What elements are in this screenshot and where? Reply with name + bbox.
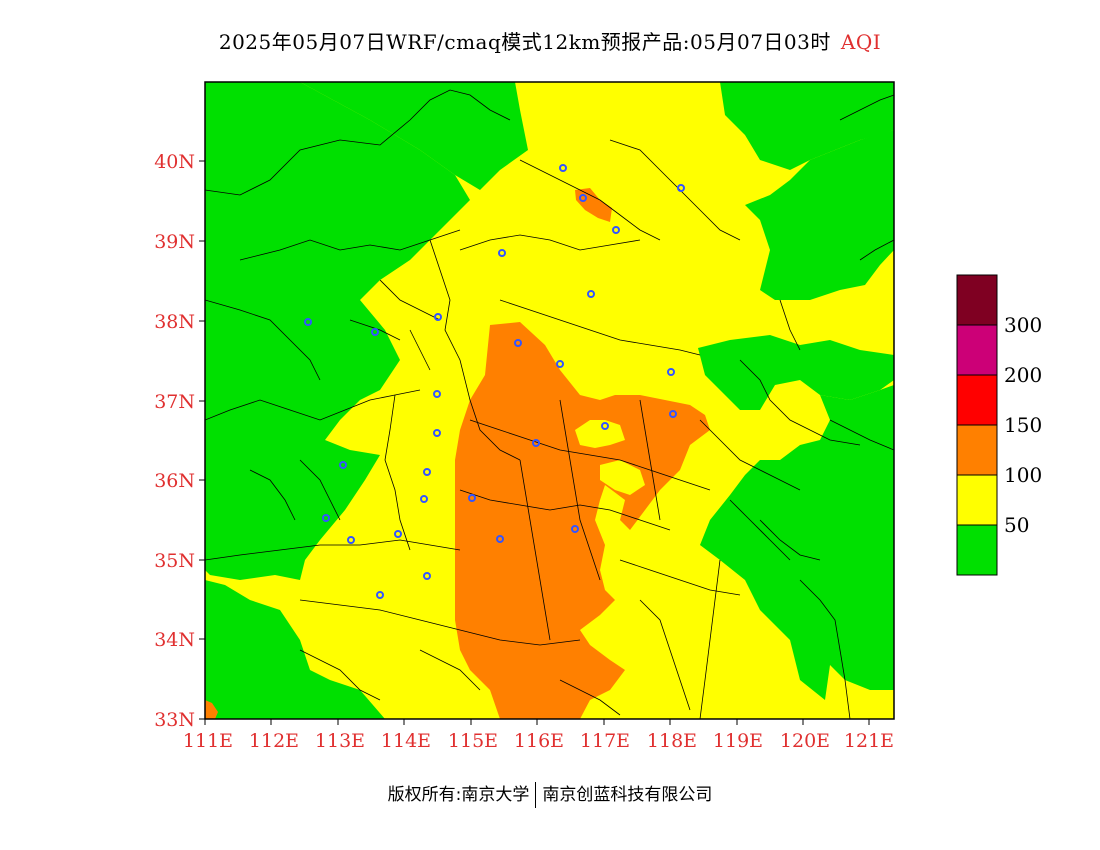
aqi-color-legend xyxy=(956,274,998,576)
lon-tick-label: 114E xyxy=(381,730,431,752)
legend-label: 300 xyxy=(1004,313,1043,337)
northeast-green-region xyxy=(720,82,894,170)
city-marker xyxy=(612,226,620,234)
city-marker xyxy=(559,164,567,172)
southwest-orange-spot xyxy=(205,700,218,719)
legend-label: 200 xyxy=(1004,363,1043,387)
central-orange-region xyxy=(455,322,710,719)
lat-tick-label: 34N xyxy=(154,629,195,651)
city-marker xyxy=(601,422,609,430)
lat-tick-label: 38N xyxy=(154,311,195,333)
lat-tick-label: 33N xyxy=(154,709,195,731)
lon-tick-label: 111E xyxy=(183,730,233,752)
legend-label: 50 xyxy=(1004,513,1030,537)
lon-tick-label: 119E xyxy=(713,730,763,752)
lon-tick-label: 115E xyxy=(448,730,498,752)
beijing-orange-spot xyxy=(575,188,612,222)
city-marker xyxy=(371,328,379,336)
city-marker xyxy=(496,535,504,543)
copyright-footer: 版权所有:南京大学 南京创蓝科技有限公司 xyxy=(0,780,1100,808)
legend-swatch-good xyxy=(956,524,998,576)
title-text: 2025年05月07日WRF/cmaq模式12km预报产品:05月07日03时 xyxy=(218,30,831,54)
lat-tick-label: 39N xyxy=(154,231,195,253)
lon-tick-label: 117E xyxy=(580,730,630,752)
lat-tick-label: 36N xyxy=(154,470,195,492)
southwest-green-region xyxy=(205,580,385,719)
title-variable: AQI xyxy=(840,30,882,54)
yellow-hole-east xyxy=(575,420,625,448)
legend-swatch-very-unhealthy xyxy=(956,324,998,376)
city-marker xyxy=(514,339,522,347)
city-marker xyxy=(304,318,312,326)
northeast-green-strip xyxy=(745,130,894,300)
axis-ticks xyxy=(199,160,870,725)
city-marker xyxy=(571,525,579,533)
lon-tick-label: 113E xyxy=(315,730,365,752)
legend-swatch-hazardous xyxy=(956,274,998,326)
yellow-hole-east-2 xyxy=(600,460,645,495)
city-marker xyxy=(468,494,476,502)
boundary-lines xyxy=(205,89,894,719)
city-marker xyxy=(339,461,347,469)
city-marker xyxy=(667,368,675,376)
footer-separator xyxy=(535,782,537,808)
lon-tick-label: 120E xyxy=(780,730,830,752)
north-green-region xyxy=(300,82,528,190)
city-marker xyxy=(322,514,330,522)
latitude-labels: 40N 39N 38N 37N 36N 35N 34N 33N xyxy=(154,151,195,731)
lat-tick-label: 37N xyxy=(154,391,195,413)
legend-swatch-unhealthy xyxy=(956,374,998,426)
city-marker xyxy=(433,429,441,437)
city-marker xyxy=(434,313,442,321)
city-markers xyxy=(304,164,685,599)
lat-tick-label: 40N xyxy=(154,151,195,173)
company-text: 南京创蓝科技有限公司 xyxy=(542,785,713,805)
west-green-region xyxy=(205,82,470,580)
city-marker xyxy=(556,360,564,368)
city-marker xyxy=(347,536,355,544)
shandong-east-green-region xyxy=(700,385,894,700)
legend-label: 100 xyxy=(1004,463,1043,487)
city-marker xyxy=(579,194,587,202)
city-marker xyxy=(423,572,431,580)
city-marker xyxy=(376,591,384,599)
city-marker xyxy=(420,495,428,503)
city-marker xyxy=(669,410,677,418)
bohai-green-region xyxy=(698,335,894,410)
copyright-text: 版权所有:南京大学 xyxy=(387,785,530,805)
lon-tick-label: 118E xyxy=(647,730,697,752)
aqi-map-plot xyxy=(205,82,894,719)
city-marker xyxy=(433,390,441,398)
west-green-tongue xyxy=(205,430,248,505)
legend-swatch-moderate xyxy=(956,474,998,526)
map-title: 2025年05月07日WRF/cmaq模式12km预报产品:05月07日03时 A… xyxy=(0,26,1100,55)
longitude-labels: 111E 112E 113E 114E 115E 116E 117E 118E … xyxy=(183,730,894,752)
lon-tick-label: 112E xyxy=(249,730,299,752)
city-marker xyxy=(532,439,540,447)
lon-tick-label: 116E xyxy=(514,730,564,752)
city-marker xyxy=(498,249,506,257)
city-marker xyxy=(423,468,431,476)
lat-tick-label: 35N xyxy=(154,550,195,572)
city-marker xyxy=(587,290,595,298)
city-marker xyxy=(677,184,685,192)
city-marker xyxy=(394,530,402,538)
legend-swatch-sensitive xyxy=(956,424,998,476)
legend-label: 150 xyxy=(1004,413,1043,437)
lon-tick-label: 121E xyxy=(844,730,894,752)
